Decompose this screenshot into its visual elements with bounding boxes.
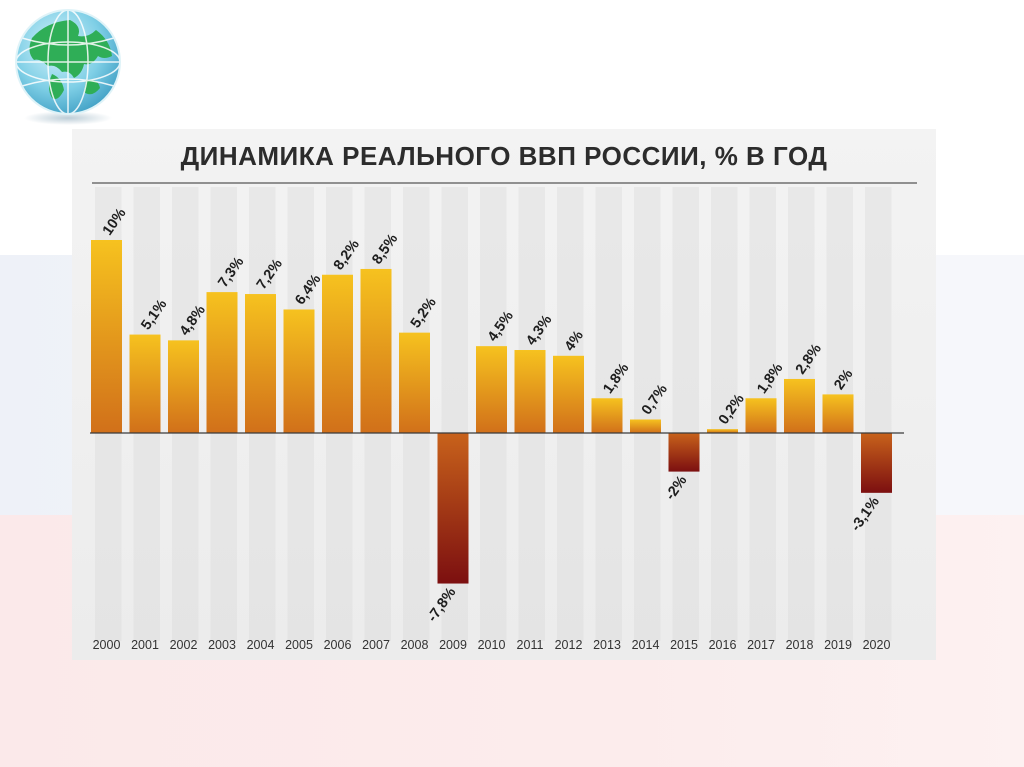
bar-2004	[245, 294, 276, 433]
bar-2006	[322, 274, 353, 433]
x-tick-label-2004: 2004	[247, 638, 275, 652]
bar-2010	[476, 346, 507, 433]
x-tick-label-2012: 2012	[555, 638, 583, 652]
x-tick-label-2003: 2003	[208, 638, 236, 652]
bar-2005	[283, 309, 315, 433]
bar-2017	[745, 398, 777, 433]
bar-2020	[861, 433, 892, 493]
bar-2001	[129, 334, 161, 433]
x-tick-label-2019: 2019	[824, 638, 852, 652]
bar-2018	[784, 378, 815, 433]
x-tick-label-2020: 2020	[863, 638, 891, 652]
background-stripe	[634, 187, 661, 641]
bar-2014	[630, 419, 661, 433]
bar-2013	[591, 398, 623, 433]
x-tick-label-2009: 2009	[439, 638, 467, 652]
x-tick-label-2014: 2014	[632, 638, 660, 652]
x-tick-label-2000: 2000	[93, 638, 121, 652]
chart-panel: ДИНАМИКА РЕАЛЬНОГО ВВП РОССИИ, % В ГОД 1…	[72, 129, 936, 660]
x-tick-label-2018: 2018	[786, 638, 814, 652]
bar-2012	[553, 355, 584, 433]
bar-2000	[91, 240, 122, 433]
bar-chart: ДИНАМИКА РЕАЛЬНОГО ВВП РОССИИ, % В ГОД 1…	[90, 141, 917, 652]
x-tick-label-2008: 2008	[401, 638, 429, 652]
bar-2007	[360, 268, 392, 433]
x-tick-label-2001: 2001	[131, 638, 159, 652]
x-tick-label-2017: 2017	[747, 638, 775, 652]
x-tick-label-2002: 2002	[170, 638, 198, 652]
globe-icon	[12, 8, 124, 126]
x-tick-label-2010: 2010	[478, 638, 506, 652]
x-tick-label-2007: 2007	[362, 638, 390, 652]
chart-title: ДИНАМИКА РЕАЛЬНОГО ВВП РОССИИ, % В ГОД	[181, 141, 828, 171]
x-tick-label-2016: 2016	[709, 638, 737, 652]
x-tick-label-2006: 2006	[324, 638, 352, 652]
bar-2002	[168, 340, 199, 433]
x-tick-label-2013: 2013	[593, 638, 621, 652]
background-stripe	[672, 187, 699, 641]
bar-2008	[399, 332, 430, 433]
bar-2015	[668, 433, 700, 472]
x-tick-label-2015: 2015	[670, 638, 698, 652]
x-tick-label-2011: 2011	[517, 638, 544, 652]
background-stripe	[865, 187, 892, 641]
bar-2016	[707, 429, 738, 433]
background-stripe	[711, 187, 738, 641]
bar-2003	[206, 292, 238, 433]
x-tick-label-2005: 2005	[285, 638, 313, 652]
bar-2009	[437, 433, 469, 584]
bar-2019	[822, 394, 854, 433]
bar-2011	[514, 350, 546, 433]
